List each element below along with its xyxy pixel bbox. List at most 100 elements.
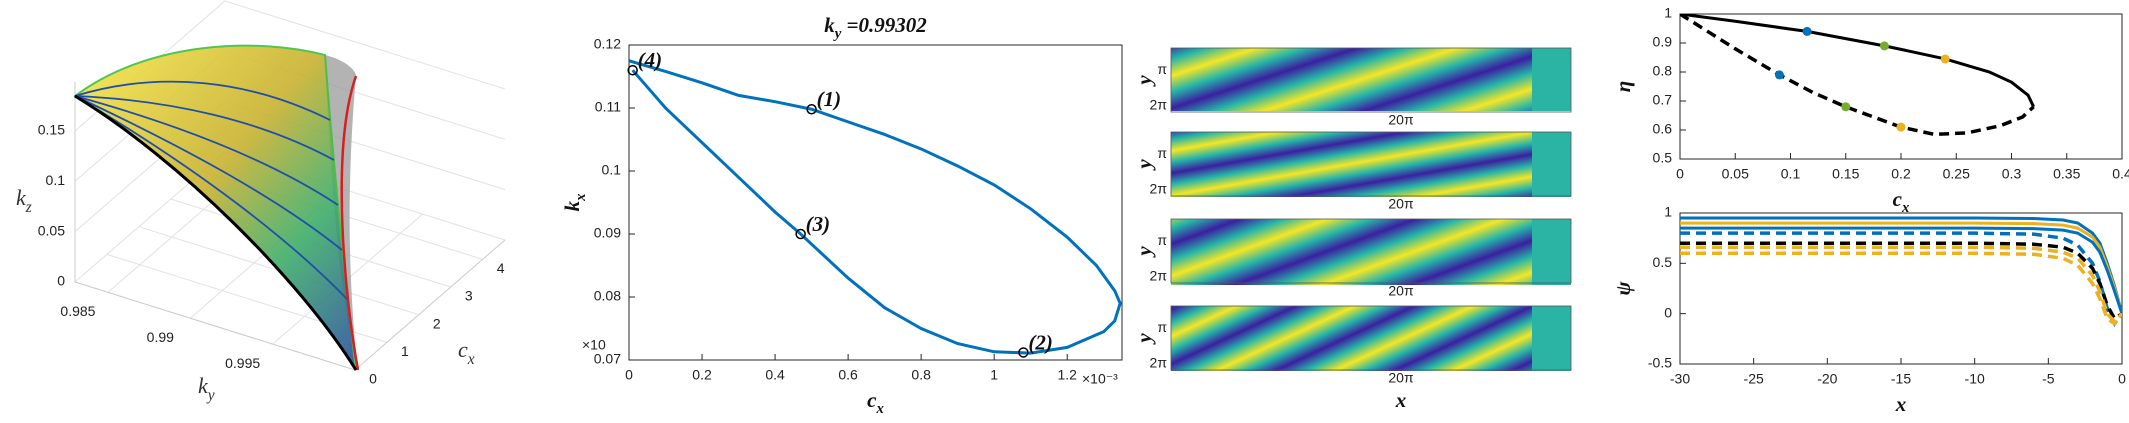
x-tick-label: 0.4 xyxy=(2112,166,2129,182)
y-tick-label: 2π xyxy=(1150,96,1168,112)
x-tick-label: 0.3 xyxy=(2002,166,2022,182)
point xyxy=(795,228,806,240)
image-frame xyxy=(1170,131,1572,197)
y-tick-label: π xyxy=(1157,145,1167,161)
z-tick-label: 0.15 xyxy=(38,122,65,138)
axis-multiplier: ×10 xyxy=(582,337,606,353)
x-axis-label: x xyxy=(1895,392,1907,416)
y-tick-label: 0.11 xyxy=(595,99,621,115)
point-label: (4) xyxy=(638,48,663,72)
x-tick-label: -30 xyxy=(1670,371,1690,387)
x-tick-label: 0.05 xyxy=(1722,166,1749,182)
x-tick-label: -5 xyxy=(2042,371,2055,387)
y-axis-label: η xyxy=(1611,81,1635,93)
y-tick-label: 0.12 xyxy=(594,36,621,52)
y-tick-label: 0.6 xyxy=(1653,121,1673,137)
point xyxy=(806,104,817,115)
y-tick-label: 0 xyxy=(1664,304,1672,320)
y-tick-label: π xyxy=(1157,232,1167,248)
y-tick-label: 0.7 xyxy=(1653,92,1673,108)
y-tick-label: 4 xyxy=(497,260,505,276)
x-axis-label: cx xyxy=(1893,187,1910,217)
x-tick-label: 0.2 xyxy=(1891,166,1911,182)
y-tick-label: 2π xyxy=(1150,267,1168,283)
y-tick-label: 0.5 xyxy=(1653,150,1673,166)
y-tick-label: 2π xyxy=(1150,180,1168,196)
y-tick-label: 1 xyxy=(1664,204,1672,220)
y-tick-label: 0.5 xyxy=(1653,254,1673,270)
point-label: (3) xyxy=(806,212,831,236)
y-tick-label: 1 xyxy=(401,343,409,359)
x-tick-label: 0.6 xyxy=(838,367,858,383)
x-axis-label: cx xyxy=(867,388,884,418)
y-axis-label: ψ xyxy=(1611,281,1635,296)
x-tick-label: 1 xyxy=(990,367,998,383)
series-line xyxy=(1680,245,2122,325)
x-tick-label: 20π xyxy=(1388,283,1414,299)
y-tick-label: 3 xyxy=(465,288,473,304)
y-axis-label: y xyxy=(1132,75,1156,88)
y-axis-label: y xyxy=(1132,333,1156,346)
y-tick-label: 0.1 xyxy=(602,162,622,178)
x-tick-label: -25 xyxy=(1744,371,1764,387)
y-tick-label: π xyxy=(1157,319,1167,335)
x-tick-label: 0.35 xyxy=(2053,166,2080,182)
field-images xyxy=(1171,48,1571,371)
axis-label: cx xyxy=(458,337,475,368)
axis-label: kz xyxy=(16,185,32,216)
series-line xyxy=(1680,241,2122,322)
y-axis-label: y xyxy=(1132,159,1156,172)
y-axis-label: y xyxy=(1132,246,1156,259)
x-tick-label: -10 xyxy=(1965,371,1985,387)
point xyxy=(1896,122,1906,132)
x-tick-label: 20π xyxy=(1388,112,1414,128)
x-tick-label: 0 xyxy=(625,367,633,383)
x-tick-label: 20π xyxy=(1388,370,1414,386)
z-tick-label: 0.1 xyxy=(46,172,66,188)
series-line xyxy=(1680,14,2035,108)
chart-title: ky =0.99302 xyxy=(824,13,927,43)
x-axis-label: x xyxy=(1395,388,1407,412)
plot-area xyxy=(1680,216,2122,328)
series-line xyxy=(1680,251,2122,327)
y-tick-label: π xyxy=(1157,61,1167,77)
x-tick-label: 0 xyxy=(1676,166,1684,182)
z-tick-label: 0 xyxy=(57,273,65,289)
point xyxy=(1879,41,1889,51)
x-tick-label: 1.2 xyxy=(1057,367,1077,383)
y-tick-label: 0.09 xyxy=(594,225,621,241)
image-frame xyxy=(1170,47,1572,113)
y-tick-label: 2π xyxy=(1150,354,1168,370)
plot-area xyxy=(629,59,1122,355)
x-tick-label: 0.25 xyxy=(1943,166,1970,182)
y-tick-label: -0.5 xyxy=(1648,355,1672,371)
image-frame xyxy=(1170,218,1572,284)
x-tick-label: 0.15 xyxy=(1832,166,1859,182)
x-tick-label: 0.1 xyxy=(1781,166,1801,182)
point-label: (2) xyxy=(1028,330,1053,354)
x-tick-label: 0.985 xyxy=(60,303,95,319)
y-tick-label: 1 xyxy=(1664,5,1672,21)
x-tick-label: 0.99 xyxy=(147,329,174,345)
z-tick-label: 0.05 xyxy=(38,222,65,238)
plot-frame xyxy=(1679,13,2123,160)
axis-line xyxy=(74,82,506,371)
x-tick-label: 0.995 xyxy=(225,355,260,371)
point xyxy=(627,64,638,76)
y-axis-label: kx xyxy=(560,194,590,212)
x-tick-label: -20 xyxy=(1817,371,1837,387)
point xyxy=(1802,26,1812,36)
point xyxy=(1774,70,1784,80)
image-frame xyxy=(1170,305,1572,371)
series-line xyxy=(1680,231,2122,328)
x-tick-label: 0 xyxy=(2118,371,2126,387)
y-tick-label: 0.07 xyxy=(594,351,621,367)
plot-frame xyxy=(628,44,1123,361)
surface-drawing xyxy=(73,44,360,371)
point-label: (1) xyxy=(817,87,842,111)
plot-frame xyxy=(1679,212,2123,365)
y-tick-label: 0 xyxy=(369,371,377,387)
point xyxy=(1018,347,1029,358)
x-tick-label: -15 xyxy=(1891,371,1911,387)
series-line xyxy=(629,59,1122,355)
